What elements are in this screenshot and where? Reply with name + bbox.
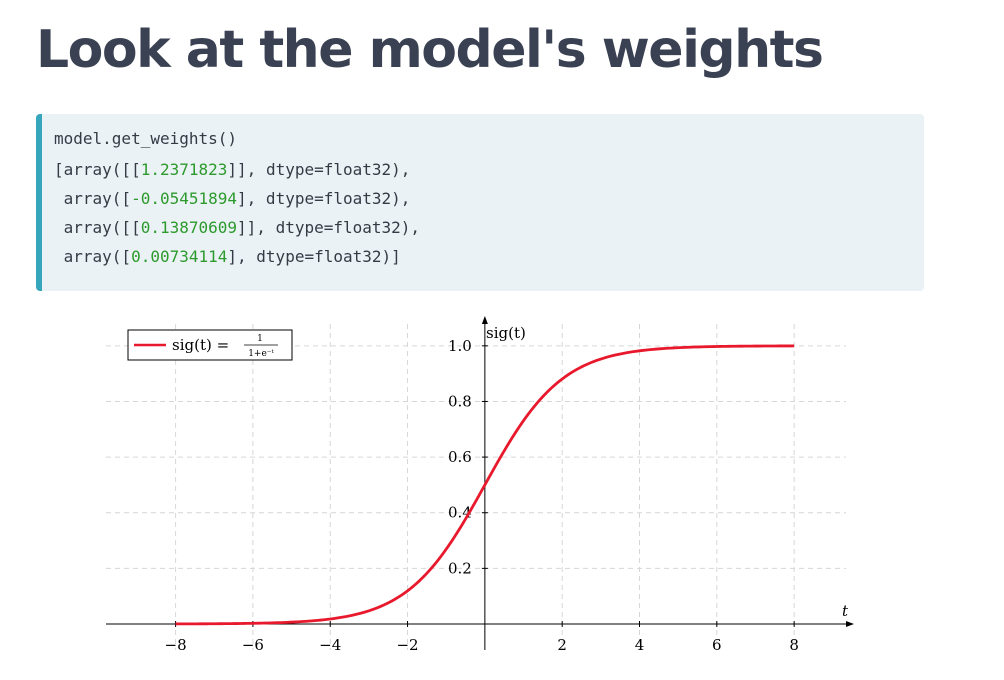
- code-output-line: array([0.00734114], dtype=float32)]: [54, 242, 924, 271]
- y-axis-label: sig(t): [486, 324, 526, 342]
- y-tick-label: 1.0: [448, 337, 472, 355]
- y-tick-label: 0.2: [448, 559, 472, 577]
- code-text: array([: [54, 247, 132, 266]
- x-axis-label: t: [842, 602, 849, 620]
- series: [175, 344, 795, 626]
- code-text: ], dtype=float32)]: [227, 247, 401, 266]
- code-text: array([: [54, 189, 132, 208]
- chart-svg: −8 −6 −4 −2 2 4 6 80.20.40.60.81.0 sig(t) = 1 1…: [106, 316, 854, 654]
- code-output-line: array([[0.13870609]], dtype=float32),: [54, 213, 924, 242]
- code-output-line: [array([[1.2371823]], dtype=float32),: [54, 155, 924, 184]
- code-text: ], dtype=float32),: [237, 189, 411, 208]
- legend-label: sig(t) =: [172, 336, 229, 354]
- number-literal: 0.13870609: [140, 218, 238, 237]
- code-input-line: model.get_weights(): [54, 129, 238, 148]
- legend-fraction-denominator: 1+e⁻ᵗ: [248, 349, 274, 359]
- x-tick-label: −8: [165, 636, 187, 654]
- legend-fraction-numerator: 1: [257, 334, 263, 344]
- page-title: Look at the model's weights: [36, 20, 824, 80]
- code-text: ]], dtype=float32),: [227, 160, 411, 179]
- x-tick-label: 8: [789, 636, 799, 654]
- x-tick-label: −4: [319, 636, 341, 654]
- x-axis-arrow: [846, 621, 854, 627]
- code-output-line: array([-0.05451894], dtype=float32),: [54, 184, 924, 213]
- y-tick-label: 0.8: [448, 392, 472, 410]
- sigmoid-curve: [175, 344, 795, 626]
- x-tick-label: 6: [712, 636, 722, 654]
- number-literal: 1.2371823: [140, 160, 228, 179]
- grid: [106, 324, 846, 650]
- axes: [106, 316, 854, 650]
- x-tick-label: −6: [242, 636, 264, 654]
- code-text: array([[: [54, 218, 141, 237]
- legend: sig(t) = 1 1+e⁻ᵗ: [127, 329, 293, 361]
- y-axis-arrow: [481, 316, 488, 324]
- number-literal: -0.05451894: [131, 189, 238, 208]
- sigmoid-chart: −8 −6 −4 −2 2 4 6 8 0.2 0.4 0.6 0.8 1.0 sig(t) = 1 1…: [98, 310, 864, 660]
- y-tick-label: 0.6: [448, 448, 472, 466]
- x-tick-label: 2: [557, 636, 567, 654]
- code-text: ]], dtype=float32),: [237, 218, 421, 237]
- x-tick-label: 4: [635, 636, 645, 654]
- number-literal: 0.00734114: [131, 247, 228, 266]
- x-tick-label: −2: [396, 636, 418, 654]
- tick-labels: −8 −6 −4 −2 2 4 6 80.20.40.60.81.0: [165, 337, 799, 654]
- code-text: [array([[: [54, 160, 141, 179]
- code-cell: model.get_weights() [array([[1.2371823]]…: [36, 114, 924, 291]
